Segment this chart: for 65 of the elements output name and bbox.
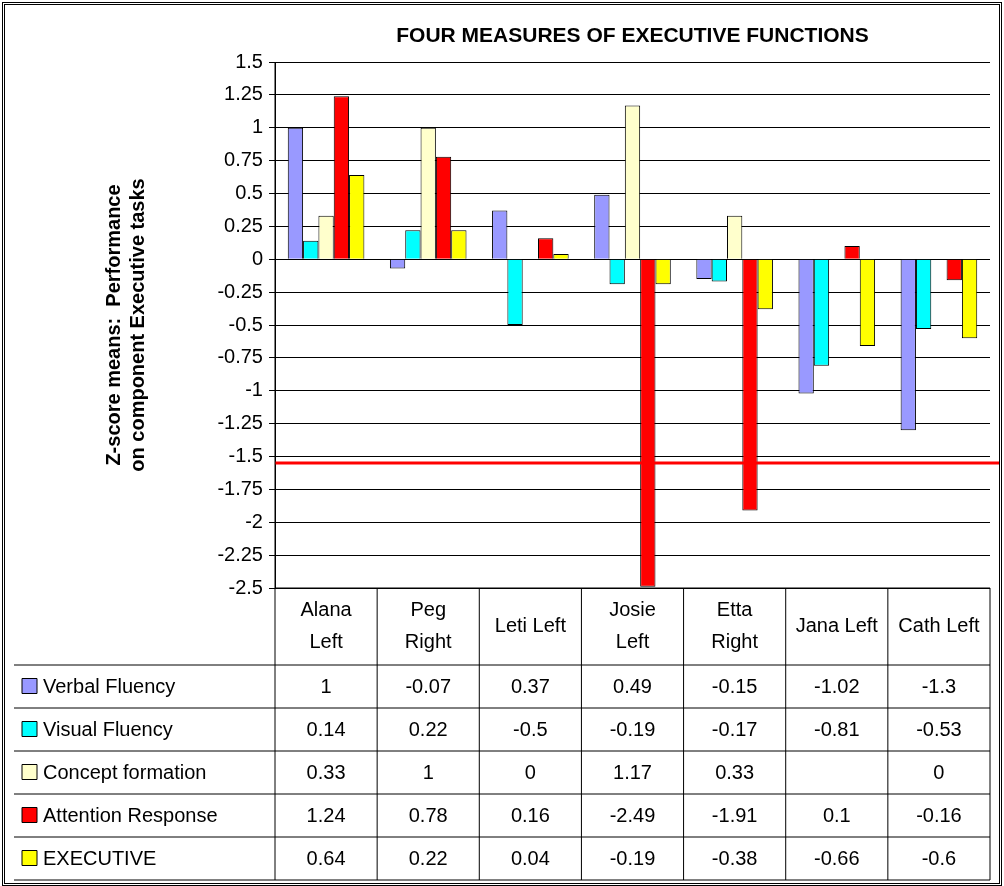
x-tick-label: Leti Left [494,614,567,637]
data-label: 0.33 [306,761,346,784]
y-tick-label: -1.75 [217,476,263,499]
legend-label: Verbal Fluency [43,675,176,698]
data-label: 0.37 [510,675,550,698]
data-label: -0.17 [711,718,758,741]
data-label: -2.49 [609,804,656,827]
data-label: -0.5 [513,718,548,741]
data-label: 0.49 [613,675,652,698]
data-label: -0.19 [609,847,656,870]
data-label: 0.78 [408,804,448,827]
x-tick-label: Etta Right [711,598,759,653]
x-tick-label: Peg Right [404,598,452,653]
data-label: -1.3 [921,675,957,698]
data-label: 0.22 [408,847,448,870]
data-label: 1 [422,761,434,784]
y-tick-label: -0.75 [217,345,263,368]
data-label: -0.16 [916,804,962,827]
legend-label: EXECUTIVE [43,847,157,870]
data-label: -1.02 [813,675,860,698]
y-tick-label: -0.25 [217,279,263,302]
data-label: 1.17 [613,761,652,784]
y-tick-label: 0.75 [224,148,263,171]
x-tick-label: Alana Left [300,598,353,653]
data-label: -1.91 [711,804,758,827]
data-label: 0 [933,761,945,784]
x-tick-label: Cath Left [898,614,980,637]
y-tick-label: -1 [245,378,263,401]
data-label: -0.15 [711,675,758,698]
legend-label: Attention Response [43,804,218,827]
y-tick-label: -1.5 [228,444,263,467]
data-label: 0.04 [510,847,550,870]
data-label: -0.53 [916,718,962,741]
data-label: -0.19 [609,718,656,741]
legend-label: Concept formation [43,761,207,784]
data-label: -0.66 [813,847,860,870]
data-label: 0.14 [306,718,346,741]
legend-label: Visual Fluency [43,718,173,741]
data-label: 0 [524,761,536,784]
y-tick-label: -0.5 [228,312,263,335]
data-label: -0.07 [405,675,452,698]
data-label: 0.1 [822,804,851,827]
data-label: 0.64 [306,847,346,870]
data-label: 1.24 [306,804,346,827]
data-label: -0.6 [921,847,957,870]
x-tick-label: Jana Left [795,614,879,637]
data-label: 0.22 [408,718,448,741]
y-axis-title: Z-score means: Performance on component Executive tasks [101,178,148,472]
y-tick-label: 0 [251,246,263,269]
y-tick-label: 0.25 [224,213,263,236]
chart-title: FOUR MEASURES OF EXECUTIVE FUNCTIONS [396,22,869,46]
data-label: 1 [320,675,332,698]
y-tick-label: -2.5 [228,575,263,598]
y-tick-label: -1.25 [217,411,263,434]
y-tick-label: -2.25 [217,542,263,565]
x-tick-label: Josie Left [609,598,656,653]
y-tick-label: 0.5 [235,181,263,204]
y-tick-label: 1.25 [224,82,263,105]
data-label: 0.33 [715,761,755,784]
y-tick-label: -2 [245,509,263,532]
data-label: -0.38 [711,847,758,870]
data-label: -0.81 [813,718,860,741]
y-tick-label: 1 [251,115,263,138]
y-tick-label: 1.5 [235,49,263,72]
data-label: 0.16 [510,804,550,827]
